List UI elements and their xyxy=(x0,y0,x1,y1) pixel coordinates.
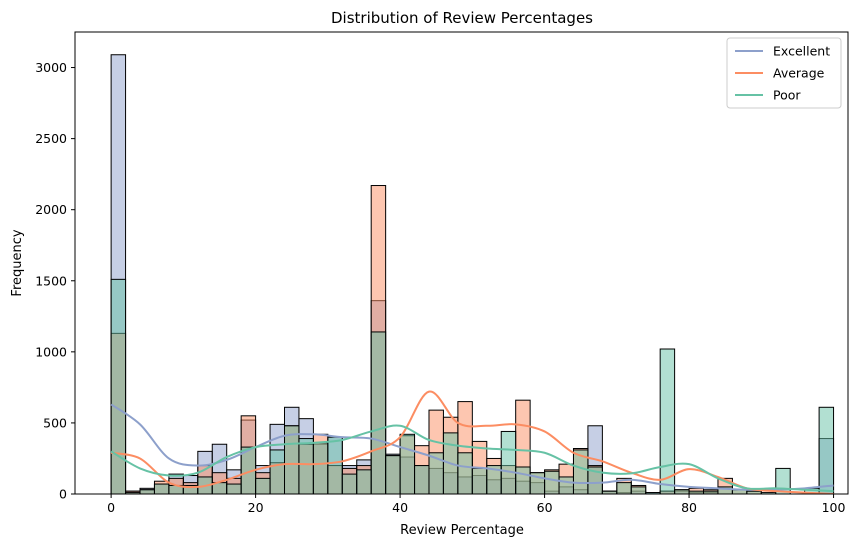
x-tick-label: 20 xyxy=(248,500,264,515)
chart-title: Distribution of Review Percentages xyxy=(331,9,593,27)
x-tick-label: 60 xyxy=(537,500,553,515)
bar-poor-6 xyxy=(153,483,170,494)
bar-poor-42 xyxy=(414,465,430,494)
kde-line-average xyxy=(110,390,834,494)
y-tick-label: 500 xyxy=(43,415,67,430)
bar-poor-78 xyxy=(674,489,690,494)
bar-poor-72 xyxy=(630,486,647,494)
x-axis: 0 20 40 60 80 100 xyxy=(107,494,846,515)
bar-poor-0 xyxy=(110,278,127,494)
legend-box xyxy=(726,37,842,109)
bar-poor-38 xyxy=(385,455,401,494)
legend: Excellent Average Poor xyxy=(726,37,842,109)
y-tick-label: 0 xyxy=(59,487,67,502)
bar-poor-26 xyxy=(298,438,314,494)
bar-poor-70 xyxy=(616,482,632,494)
bar-poor-20 xyxy=(255,477,271,494)
y-tick-label: 2000 xyxy=(35,202,67,217)
y-axis-label: Frequency xyxy=(10,229,25,296)
bar-poor-60 xyxy=(544,470,560,494)
plot-area xyxy=(110,54,835,494)
bar-poor-32 xyxy=(341,473,358,494)
bar-poor-56 xyxy=(515,466,531,494)
x-tick-label: 0 xyxy=(107,500,115,515)
bar-poor-50 xyxy=(471,467,488,494)
bar-poor-4 xyxy=(139,489,155,494)
legend-label-poor: Poor xyxy=(773,88,801,103)
kde-line-excellent xyxy=(110,403,834,491)
bar-poor-54 xyxy=(500,430,517,494)
x-tick-label: 100 xyxy=(822,500,846,515)
kde-curves xyxy=(110,390,834,494)
legend-label-average: Average xyxy=(773,66,825,81)
bar-poor-62 xyxy=(558,476,574,494)
bar-poor-66 xyxy=(587,466,603,494)
bar-poor-48 xyxy=(457,452,473,494)
plot-frame xyxy=(74,31,849,495)
y-axis: 0 500 1000 1500 2000 2500 3000 xyxy=(35,60,75,502)
bar-poor-28 xyxy=(312,442,329,494)
bar-poor-76 xyxy=(659,348,676,494)
y-tick-label: 1500 xyxy=(35,273,67,288)
bar-poor-36 xyxy=(370,331,387,494)
bars xyxy=(110,54,835,494)
y-tick-label: 1000 xyxy=(35,344,67,359)
bar-poor-22 xyxy=(269,449,286,494)
bar-poor-34 xyxy=(356,469,372,494)
x-axis-label: Review Percentage xyxy=(400,523,524,538)
bar-poor-98 xyxy=(818,406,835,494)
bar-poor-30 xyxy=(327,436,343,494)
y-tick-label: 3000 xyxy=(35,60,67,75)
y-tick-label: 2500 xyxy=(35,131,67,146)
x-tick-label: 40 xyxy=(392,500,408,515)
bar-poor-40 xyxy=(399,433,416,494)
legend-label-excellent: Excellent xyxy=(773,44,830,59)
bar-poor-16 xyxy=(226,483,242,494)
x-tick-label: 80 xyxy=(681,500,697,515)
kde-line-poor xyxy=(110,424,834,493)
